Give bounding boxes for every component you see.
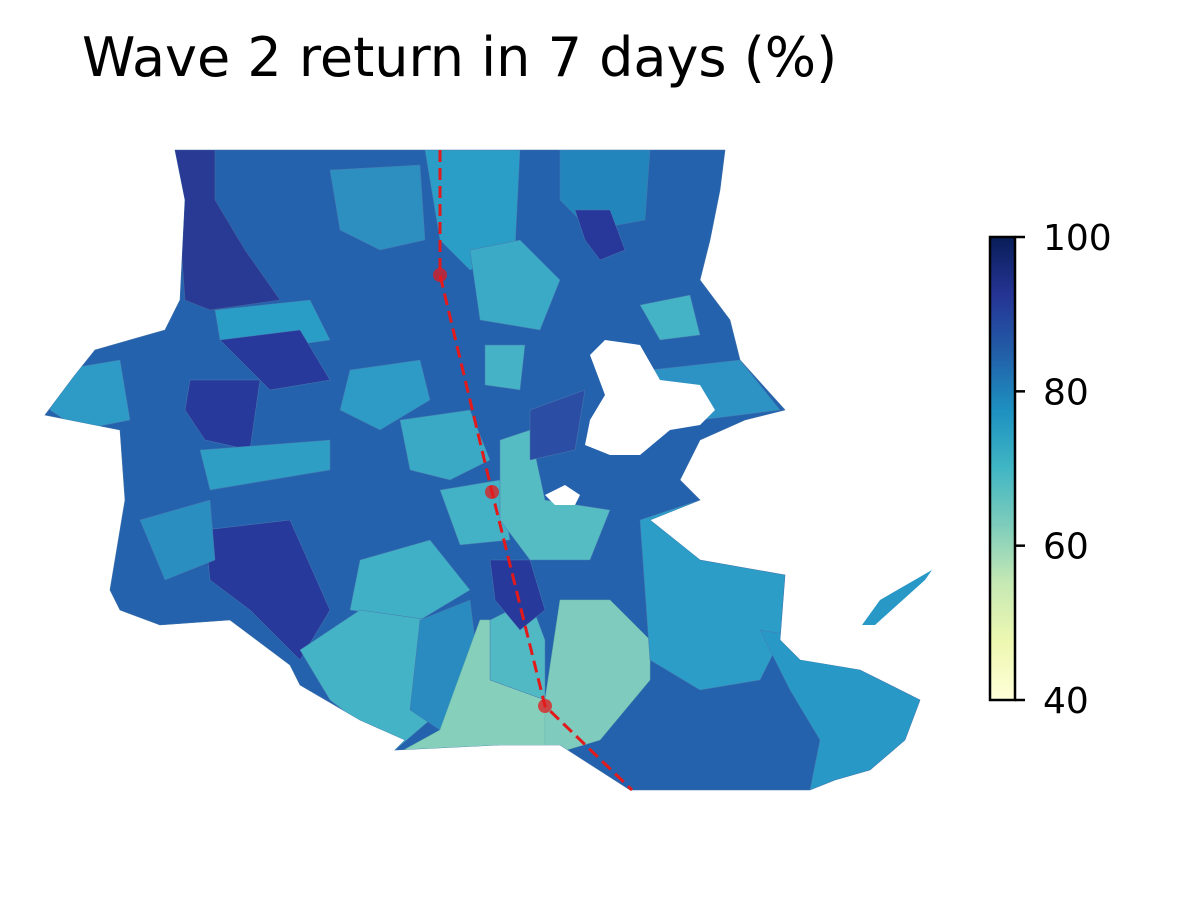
region-north-teal [469, 239, 561, 331]
colorbar-frame [988, 235, 1017, 702]
lake [585, 340, 715, 455]
region-sw-dark [204, 519, 331, 661]
region-east-teal [639, 294, 701, 341]
region-west-far [49, 359, 131, 431]
track-point-1 [433, 268, 447, 282]
region-east-dark [529, 389, 586, 461]
land-regions [44, 149, 932, 791]
islet [862, 570, 932, 625]
region-sw-light [139, 499, 216, 581]
region-north-light-1 [329, 164, 426, 251]
colorbar-fill [990, 237, 1015, 700]
region-ne-dark [574, 209, 626, 261]
region-center-light-2 [339, 359, 431, 431]
colorbar-ticks: 40 60 80 100 [1015, 218, 1112, 722]
map-title: Wave 2 return in 7 days (%) [82, 26, 838, 89]
track-point-3 [538, 699, 552, 713]
region-center-right [484, 344, 526, 391]
bay [545, 485, 580, 505]
region-west-dark [184, 379, 261, 451]
colorbar: 40 60 80 100 [988, 218, 1112, 722]
colorbar-tick-label: 60 [1043, 527, 1089, 568]
track-point-2 [485, 485, 499, 499]
storm-track [433, 150, 634, 792]
region-west-band [199, 439, 331, 491]
region-se-teal [639, 499, 786, 691]
region-south-light [349, 539, 471, 621]
region-mid-light [399, 409, 491, 481]
region-central-dark [219, 329, 331, 391]
colorbar-tick-label: 100 [1043, 218, 1112, 259]
colorbar-tick-label: 80 [1043, 372, 1089, 413]
colorbar-tick-label: 40 [1043, 681, 1089, 722]
